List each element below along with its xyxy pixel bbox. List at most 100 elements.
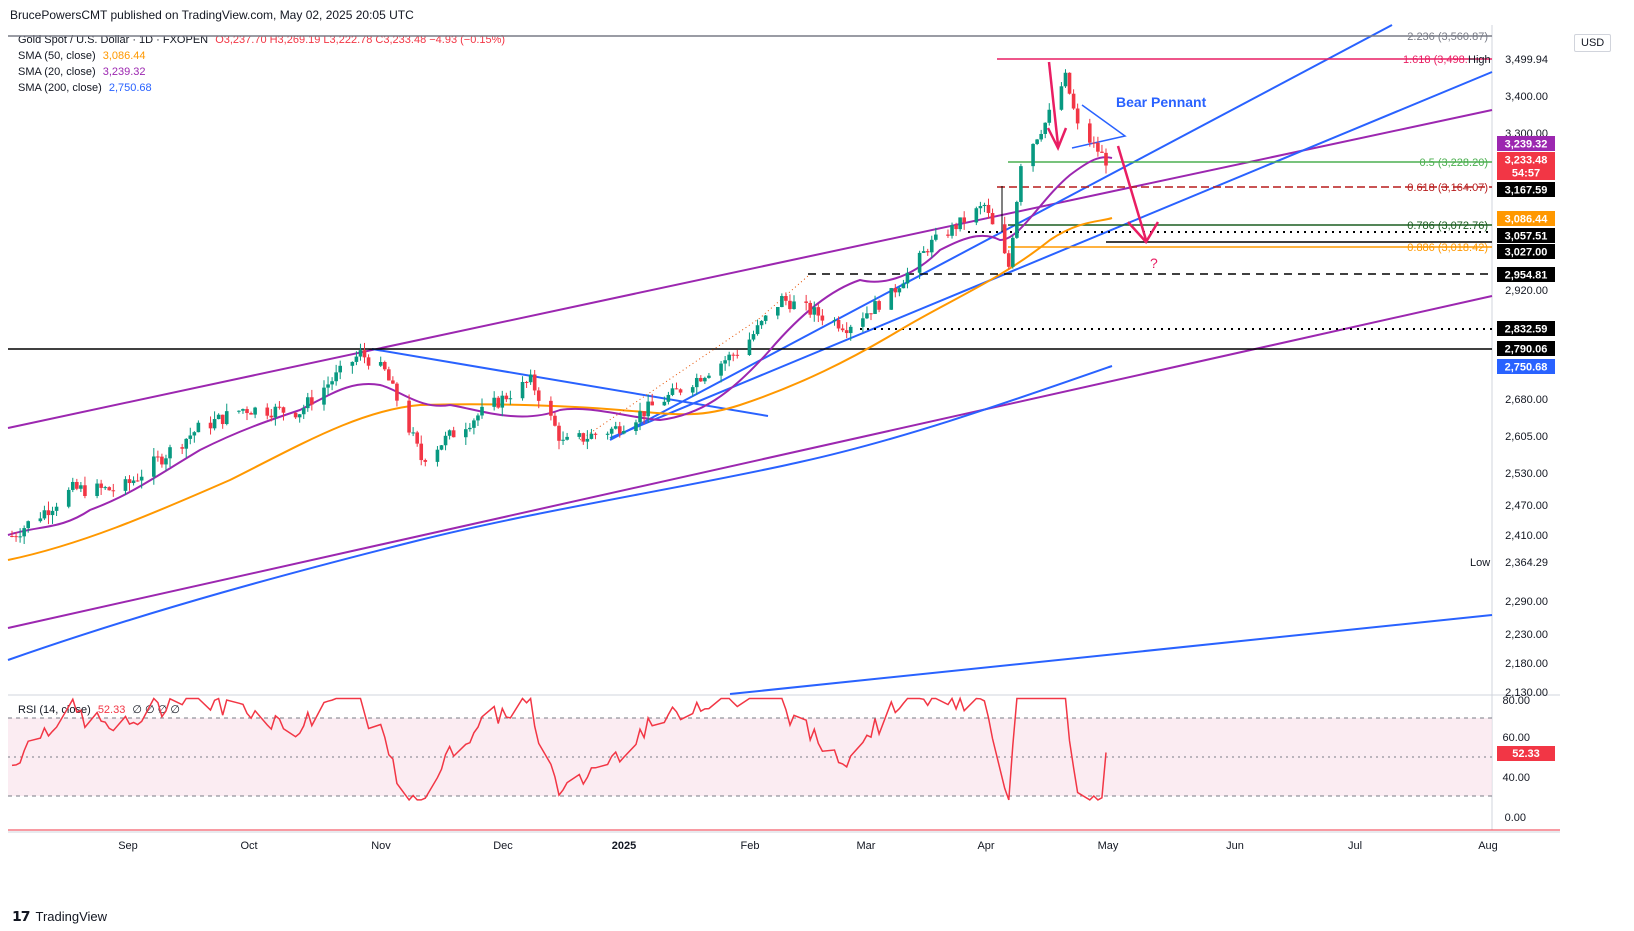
purple-channel-upper[interactable]	[7, 109, 1493, 429]
candle-body[interactable]	[731, 354, 736, 356]
candle-body[interactable]	[1096, 142, 1100, 152]
candle-body[interactable]	[139, 476, 144, 481]
candle-body[interactable]	[83, 485, 87, 497]
candle-body[interactable]	[747, 339, 752, 356]
candle-body[interactable]	[605, 433, 610, 435]
candle-body[interactable]	[642, 411, 646, 417]
candle-body[interactable]	[707, 375, 711, 378]
candle-body[interactable]	[763, 315, 768, 321]
candle-body[interactable]	[378, 362, 383, 366]
candle-body[interactable]	[103, 487, 107, 489]
candle-body[interactable]	[156, 456, 160, 458]
candle-body[interactable]	[954, 225, 958, 230]
candle-body[interactable]	[79, 485, 83, 489]
drop-arrow-right[interactable]	[1116, 145, 1148, 241]
candle-body[interactable]	[1059, 86, 1064, 110]
candle-body[interactable]	[123, 479, 128, 491]
candle-body[interactable]	[354, 356, 359, 362]
candle-body[interactable]	[609, 428, 614, 434]
candle-body[interactable]	[585, 438, 590, 442]
candle-body[interactable]	[593, 433, 598, 435]
candle-body[interactable]	[504, 395, 509, 400]
time-axis[interactable]: Sep Oct Nov Dec 2025 Feb Mar Apr May Jun Jul Aug	[118, 840, 1498, 852]
candle-body[interactable]	[196, 422, 201, 433]
candle-body[interactable]	[776, 307, 780, 316]
candle-body[interactable]	[75, 481, 79, 489]
candle-body[interactable]	[946, 234, 950, 236]
candle-body[interactable]	[301, 408, 306, 415]
candle-body[interactable]	[273, 406, 278, 418]
candle-body[interactable]	[565, 436, 569, 440]
candle-body[interactable]	[468, 427, 472, 430]
candle-body[interactable]	[220, 414, 225, 425]
candle-body[interactable]	[472, 420, 476, 428]
rsi-line[interactable]	[11, 696, 1107, 802]
candle-body[interactable]	[164, 458, 168, 465]
candle-body[interactable]	[836, 319, 841, 329]
candle-body[interactable]	[727, 354, 731, 361]
candle-body[interactable]	[581, 433, 586, 442]
candle-body[interactable]	[934, 234, 938, 240]
candle-body[interactable]	[901, 283, 906, 289]
candle-body[interactable]	[719, 363, 723, 376]
candle-body[interactable]	[168, 447, 172, 459]
candle-body[interactable]	[893, 288, 898, 293]
candle-body[interactable]	[350, 361, 355, 366]
candle-body[interactable]	[553, 415, 557, 426]
candle-body[interactable]	[634, 422, 638, 432]
candle-body[interactable]	[577, 433, 582, 437]
candle-body[interactable]	[622, 431, 626, 434]
candle-body[interactable]	[780, 296, 784, 308]
candle-body[interactable]	[1071, 93, 1076, 109]
blue-channel-upper[interactable]	[609, 24, 1393, 441]
candle-body[interactable]	[808, 302, 813, 315]
candle-body[interactable]	[508, 398, 513, 400]
candle-body[interactable]	[536, 390, 541, 401]
candle-body[interactable]	[917, 252, 922, 273]
candle-body[interactable]	[184, 438, 189, 449]
candle-body[interactable]	[699, 377, 703, 382]
candle-body[interactable]	[561, 439, 565, 441]
candle-body[interactable]	[613, 426, 618, 429]
candle-body[interactable]	[338, 365, 342, 373]
candle-body[interactable]	[759, 320, 764, 326]
candle-body[interactable]	[22, 528, 26, 537]
candle-body[interactable]	[690, 387, 695, 393]
candle-body[interactable]	[245, 409, 249, 414]
candle-body[interactable]	[844, 330, 849, 334]
candle-body[interactable]	[42, 510, 47, 519]
candle-body[interactable]	[241, 409, 245, 411]
candle-body[interactable]	[617, 426, 622, 434]
question-mark-label[interactable]: ?	[1150, 255, 1158, 271]
legend-sma50-row[interactable]: SMA (50, close) 3,086.44	[18, 50, 146, 62]
candle-body[interactable]	[670, 388, 675, 395]
candle-body[interactable]	[18, 536, 22, 538]
candle-body[interactable]	[792, 301, 796, 310]
candle-body[interactable]	[950, 225, 954, 236]
candle-body[interactable]	[812, 307, 817, 315]
candle-body[interactable]	[180, 447, 184, 449]
candle-body[interactable]	[99, 483, 103, 488]
candle-body[interactable]	[10, 536, 14, 537]
candle-body[interactable]	[131, 480, 136, 484]
candle-body[interactable]	[476, 415, 480, 421]
candle-body[interactable]	[650, 401, 654, 406]
candle-body[interactable]	[492, 397, 496, 407]
drop-arrow-left[interactable]	[1047, 61, 1060, 146]
candle-body[interactable]	[788, 300, 792, 310]
candle-body[interactable]	[38, 518, 43, 522]
candle-body[interactable]	[820, 315, 825, 321]
candle-body[interactable]	[216, 414, 221, 420]
candle-body[interactable]	[986, 204, 991, 214]
candle-body[interactable]	[1019, 166, 1023, 202]
candle-body[interactable]	[46, 510, 51, 516]
candle-body[interactable]	[982, 204, 987, 207]
candle-body[interactable]	[1087, 123, 1092, 143]
candle-body[interactable]	[1011, 237, 1015, 267]
candle-body[interactable]	[192, 432, 197, 436]
candle-body[interactable]	[925, 251, 930, 253]
candle-body[interactable]	[703, 377, 707, 382]
candle-body[interactable]	[1075, 108, 1080, 124]
sma200-line[interactable]	[7, 365, 1113, 661]
candle-body[interactable]	[439, 445, 444, 450]
